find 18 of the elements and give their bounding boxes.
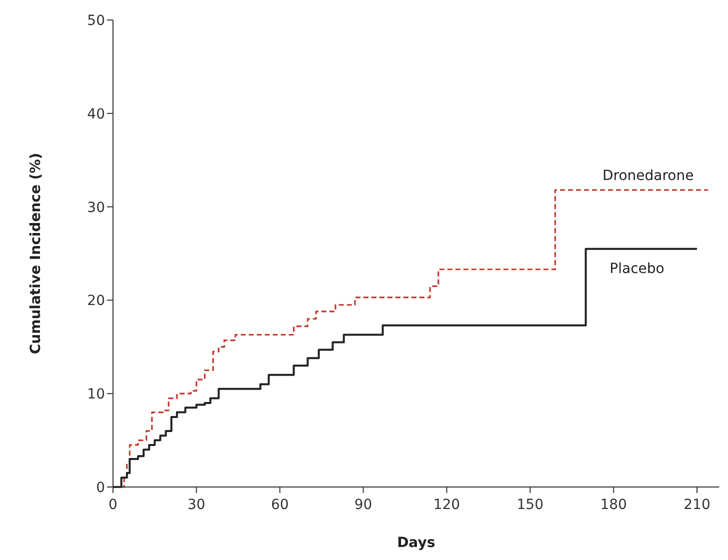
x-tick-label: 210 bbox=[684, 497, 710, 513]
y-tick-label: 10 bbox=[87, 386, 105, 403]
x-tick-label: 150 bbox=[516, 497, 544, 513]
y-tick-label: 0 bbox=[96, 480, 105, 496]
y-tick-label: 50 bbox=[87, 13, 105, 29]
y-tick-label: 20 bbox=[87, 293, 105, 310]
x-tick-label: 180 bbox=[600, 497, 627, 513]
x-axis-title: Days bbox=[397, 535, 436, 551]
y-tick-label: 30 bbox=[87, 200, 105, 216]
x-tick-label: 90 bbox=[354, 497, 372, 513]
x-tick-label: 0 bbox=[108, 497, 118, 513]
x-tick-label: 30 bbox=[188, 497, 206, 513]
series-label: Dronedarone bbox=[602, 168, 694, 184]
x-tick-label: 60 bbox=[270, 497, 289, 513]
x-tick-label: 120 bbox=[433, 497, 460, 513]
y-axis-title: Cumulative Incidence (%) bbox=[28, 152, 44, 354]
y-tick-label: 40 bbox=[87, 106, 105, 122]
series-label: Placebo bbox=[610, 260, 664, 277]
